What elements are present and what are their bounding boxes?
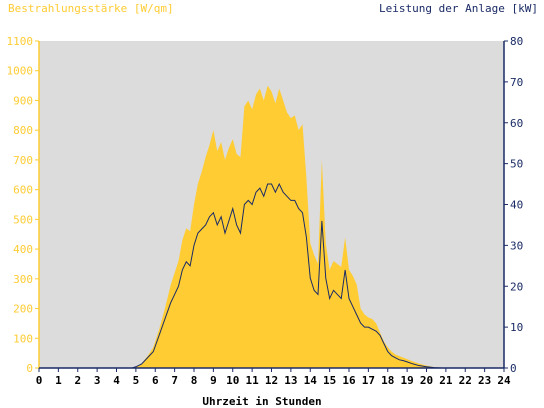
x-tick-label: 22 (459, 374, 472, 387)
y-right-tick-label: 10 (510, 321, 523, 334)
y-left-tick-label: 300 (13, 273, 33, 286)
y-right-tick-label: 30 (510, 239, 523, 252)
x-tick-label: 5 (133, 374, 140, 387)
x-tick-label: 7 (171, 374, 178, 387)
x-tick-label: 1 (55, 374, 62, 387)
x-tick-label: 20 (420, 374, 433, 387)
y-right-tick-label: 50 (510, 158, 523, 171)
y-right-tick-label: 80 (510, 35, 523, 48)
x-tick-label: 6 (152, 374, 159, 387)
x-tick-label: 12 (265, 374, 278, 387)
y-left-tick-label: 200 (13, 303, 33, 316)
x-tick-label: 8 (191, 374, 198, 387)
x-tick-label: 18 (381, 374, 394, 387)
x-tick-label: 23 (478, 374, 491, 387)
x-tick-label: 11 (246, 374, 260, 387)
x-tick-label: 3 (94, 374, 101, 387)
y-left-tick-label: 600 (13, 184, 33, 197)
x-tick-label: 19 (401, 374, 414, 387)
y-left-tick-label: 100 (13, 332, 33, 345)
x-tick-label: 17 (362, 374, 375, 387)
y-right-tick-label: 60 (510, 117, 523, 130)
x-tick-label: 4 (113, 374, 120, 387)
x-tick-label: 21 (439, 374, 453, 387)
y-right-tick-label: 0 (510, 362, 517, 375)
x-tick-label: 10 (226, 374, 239, 387)
y-left-tick-label: 900 (13, 94, 33, 107)
y-left-tick-label: 0 (26, 362, 33, 375)
x-tick-label: 2 (74, 374, 81, 387)
x-tick-label: 14 (304, 374, 318, 387)
x-axis-label: Uhrzeit in Stunden (202, 395, 321, 408)
y-left-tick-label: 500 (13, 213, 33, 226)
x-tick-label: 16 (342, 374, 356, 387)
x-tick-label: 24 (497, 374, 511, 387)
power-line (39, 182, 504, 369)
y-left-tick-label: 400 (13, 243, 33, 256)
left-axis-title: Bestrahlungsstärke [W/qm] (8, 2, 174, 15)
y-left-tick-label: 800 (13, 124, 33, 137)
x-tick-label: 0 (36, 374, 43, 387)
y-left-tick-label: 1100 (7, 35, 34, 48)
right-axis-title: Leistung der Anlage [kW] (379, 2, 538, 15)
x-tick-label: 13 (284, 374, 297, 387)
irradiance-area (39, 85, 504, 368)
y-right-tick-label: 20 (510, 280, 523, 293)
x-tick-label: 9 (210, 374, 217, 387)
y-right-tick-label: 70 (510, 76, 523, 89)
y-left-tick-label: 700 (13, 154, 33, 167)
x-tick-label: 15 (323, 374, 336, 387)
y-right-tick-label: 40 (510, 199, 523, 212)
y-left-tick-label: 1000 (7, 65, 34, 78)
